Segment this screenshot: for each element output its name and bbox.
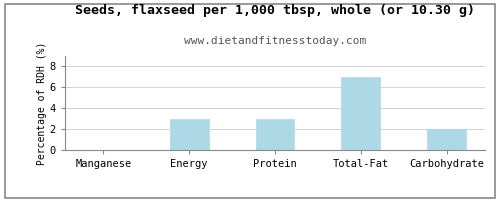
Y-axis label: Percentage of RDH (%): Percentage of RDH (%) — [37, 41, 47, 165]
Bar — [428, 129, 466, 150]
Text: Seeds, flaxseed per 1,000 tbsp, whole (or 10.30 g): Seeds, flaxseed per 1,000 tbsp, whole (o… — [75, 4, 475, 17]
Bar — [170, 119, 208, 150]
Bar — [256, 119, 294, 150]
Bar — [342, 77, 380, 150]
Text: www.dietandfitnesstoday.com: www.dietandfitnesstoday.com — [184, 36, 366, 46]
